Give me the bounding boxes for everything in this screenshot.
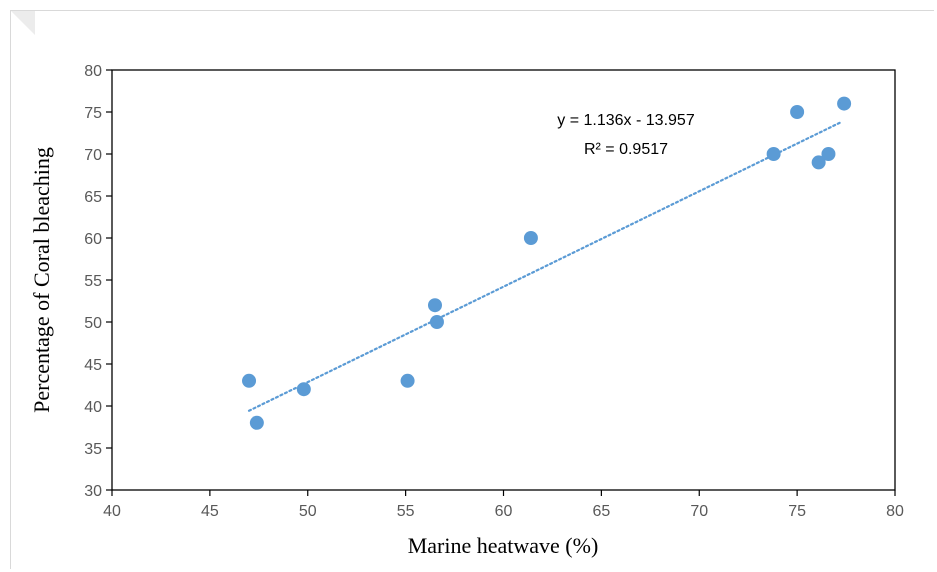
scatter-point [296, 382, 311, 397]
scatter-point [400, 373, 415, 388]
scatter-point [249, 415, 264, 430]
scatter-point [766, 147, 781, 161]
scatter-point [837, 96, 852, 111]
y-axis-title: Percentage of Coral bleaching [29, 147, 54, 413]
y-tick-label: 65 [84, 189, 102, 206]
scatter-point [429, 315, 444, 329]
plot-axes [111, 69, 896, 491]
x-tick-labels: 40 45 50 55 60 65 70 75 80 [103, 490, 904, 520]
x-tick-label: 50 [299, 503, 317, 520]
y-tick-label: 55 [84, 273, 102, 290]
scatter-point [523, 231, 538, 245]
data-points [242, 96, 852, 430]
page-fold-corner [11, 11, 35, 35]
scatter-point [242, 373, 257, 388]
y-tick-label: 30 [84, 483, 102, 500]
x-tick-label: 60 [495, 503, 513, 520]
scatter-point [821, 147, 836, 161]
y-tick-label: 70 [84, 147, 102, 164]
trendline-equation: y = 1.136x - 13.957 [557, 112, 695, 129]
plot-area-border [111, 69, 896, 491]
y-tick-label: 80 [84, 63, 102, 80]
x-tick-label: 55 [397, 503, 415, 520]
x-axis-title: Marine heatwave (%) [408, 533, 599, 558]
trendline-group [247, 121, 842, 412]
y-tick-labels: 30 35 40 45 50 55 60 65 70 75 80 [84, 63, 112, 500]
x-tick-label: 65 [592, 503, 610, 520]
y-tick-label: 75 [84, 105, 102, 122]
scatter-point [790, 105, 805, 119]
y-tick-label: 45 [84, 357, 102, 374]
scatter-point [427, 298, 442, 313]
chart-frame [10, 10, 934, 569]
x-tick-label: 80 [886, 503, 904, 520]
trendline-r-squared: R² = 0.9517 [584, 141, 668, 158]
x-tick-label: 75 [788, 503, 806, 520]
y-tick-label: 50 [84, 315, 102, 332]
x-tick-label: 40 [103, 503, 121, 520]
x-tick-label: 45 [201, 503, 219, 520]
y-tick-label: 35 [84, 441, 102, 458]
y-tick-label: 60 [84, 231, 102, 248]
y-tick-label: 40 [84, 399, 102, 416]
linear-trendline [247, 121, 842, 412]
x-tick-label: 70 [690, 503, 708, 520]
scatter-point [811, 155, 826, 170]
